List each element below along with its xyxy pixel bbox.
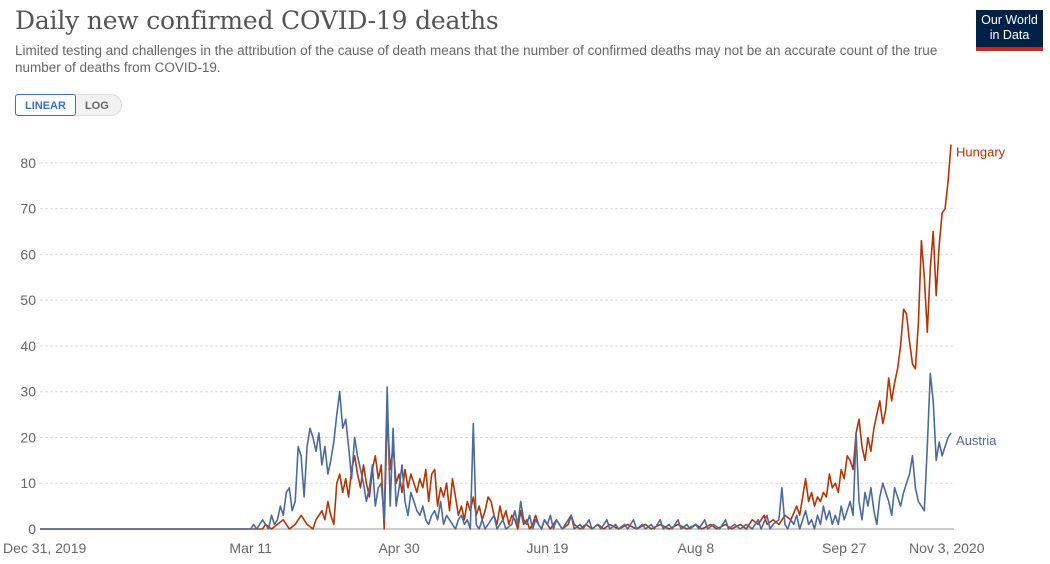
y-tick-label: 70 [20,201,36,217]
owid-logo[interactable]: Our World in Data [976,10,1043,51]
austria-series-label: Austria [956,433,997,448]
linear-scale-button[interactable]: LINEAR [15,94,76,116]
x-tick-label: Sep 27 [822,540,867,556]
x-tick-label: Jun 19 [526,540,568,556]
y-tick-label: 60 [20,246,36,262]
y-tick-label: 0 [28,521,36,537]
x-tick-label: Nov 3, 2020 [909,540,985,556]
y-tick-label: 40 [20,338,36,354]
y-tick-label: 50 [20,292,36,308]
x-tick-label: Mar 11 [229,540,272,556]
y-tick-label: 20 [20,429,36,445]
chart-subtitle: Limited testing and challenges in the at… [15,43,938,75]
y-tick-label: 80 [20,155,36,171]
logo-line-2: in Data [989,28,1030,42]
log-scale-button[interactable]: LOG [74,94,122,116]
hungary-series-line [40,144,952,530]
x-tick-label: Apr 30 [378,540,419,556]
hungary-series-label: Hungary [956,145,1006,160]
austria-series-line [40,372,952,530]
x-tick-label: Aug 8 [678,540,715,556]
y-tick-label: 30 [20,384,36,400]
y-tick-label: 10 [20,475,36,491]
scale-toggle: LINEAR LOG [15,94,122,116]
logo-line-1: Our World [981,13,1038,27]
x-tick-label: Dec 31, 2019 [3,540,86,556]
chart-title: Daily new confirmed COVID-19 deaths [15,6,499,35]
